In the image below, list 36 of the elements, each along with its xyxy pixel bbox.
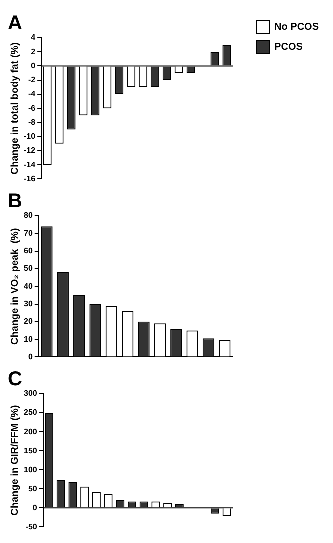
y-tick-label: 250 xyxy=(24,408,38,418)
y-tick-label: 200 xyxy=(24,427,38,436)
y-tick-label: -12 xyxy=(24,146,36,156)
y-tick-label: -16 xyxy=(24,174,36,184)
y-tick-label: 40 xyxy=(24,282,34,291)
chart-title: B xyxy=(8,190,22,213)
y-tick-label: 100 xyxy=(24,465,38,474)
y-tick-label: 0 xyxy=(32,503,38,512)
y-axis-title: Change in GIR/FFM (%) xyxy=(10,405,21,516)
chart-title: A xyxy=(8,12,22,35)
legend-label: No PCOS xyxy=(274,22,319,32)
y-tick-label: 20 xyxy=(24,317,34,326)
chart-title: C xyxy=(8,368,22,391)
y-tick-label: -14 xyxy=(24,160,36,170)
y-tick-label: 60 xyxy=(24,246,34,256)
y-tick-label: 300 xyxy=(24,389,38,398)
y-tick-label: 10 xyxy=(24,334,34,344)
y-tick-label: -6 xyxy=(28,104,36,113)
y-tick-label: -8 xyxy=(28,118,36,127)
y-tick-label: -2 xyxy=(28,76,36,85)
y-tick-label: 2 xyxy=(31,47,36,56)
y-tick-label: -4 xyxy=(28,90,36,99)
y-tick-label: -50 xyxy=(26,522,38,532)
y-tick-label: 0 xyxy=(28,352,34,362)
y-axis-title: Change in VO₂ peak (%) xyxy=(10,228,21,345)
y-tick-label: 80 xyxy=(24,211,34,220)
y-tick-label: 4 xyxy=(31,33,36,42)
y-tick-label: 30 xyxy=(24,299,34,308)
y-axis-title: Change in total body fat (%) xyxy=(10,42,21,175)
y-tick-label: 50 xyxy=(28,484,38,494)
y-tick-label: -10 xyxy=(24,132,36,142)
y-tick-label: 0 xyxy=(31,61,36,70)
y-tick-label: 70 xyxy=(24,228,34,238)
legend-label: PCOS xyxy=(274,42,303,52)
y-tick-label: 150 xyxy=(24,446,38,456)
y-tick-label: 50 xyxy=(24,264,34,274)
